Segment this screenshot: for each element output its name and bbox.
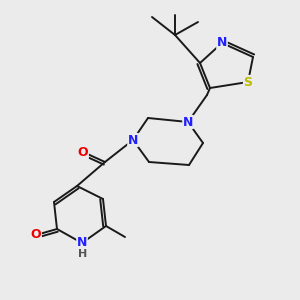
Text: N: N: [77, 236, 87, 250]
Text: N: N: [217, 37, 227, 50]
Text: S: S: [244, 76, 253, 88]
Text: O: O: [78, 146, 88, 158]
Text: N: N: [183, 116, 193, 128]
Text: N: N: [128, 134, 138, 146]
Text: H: H: [78, 249, 88, 259]
Text: O: O: [31, 229, 41, 242]
